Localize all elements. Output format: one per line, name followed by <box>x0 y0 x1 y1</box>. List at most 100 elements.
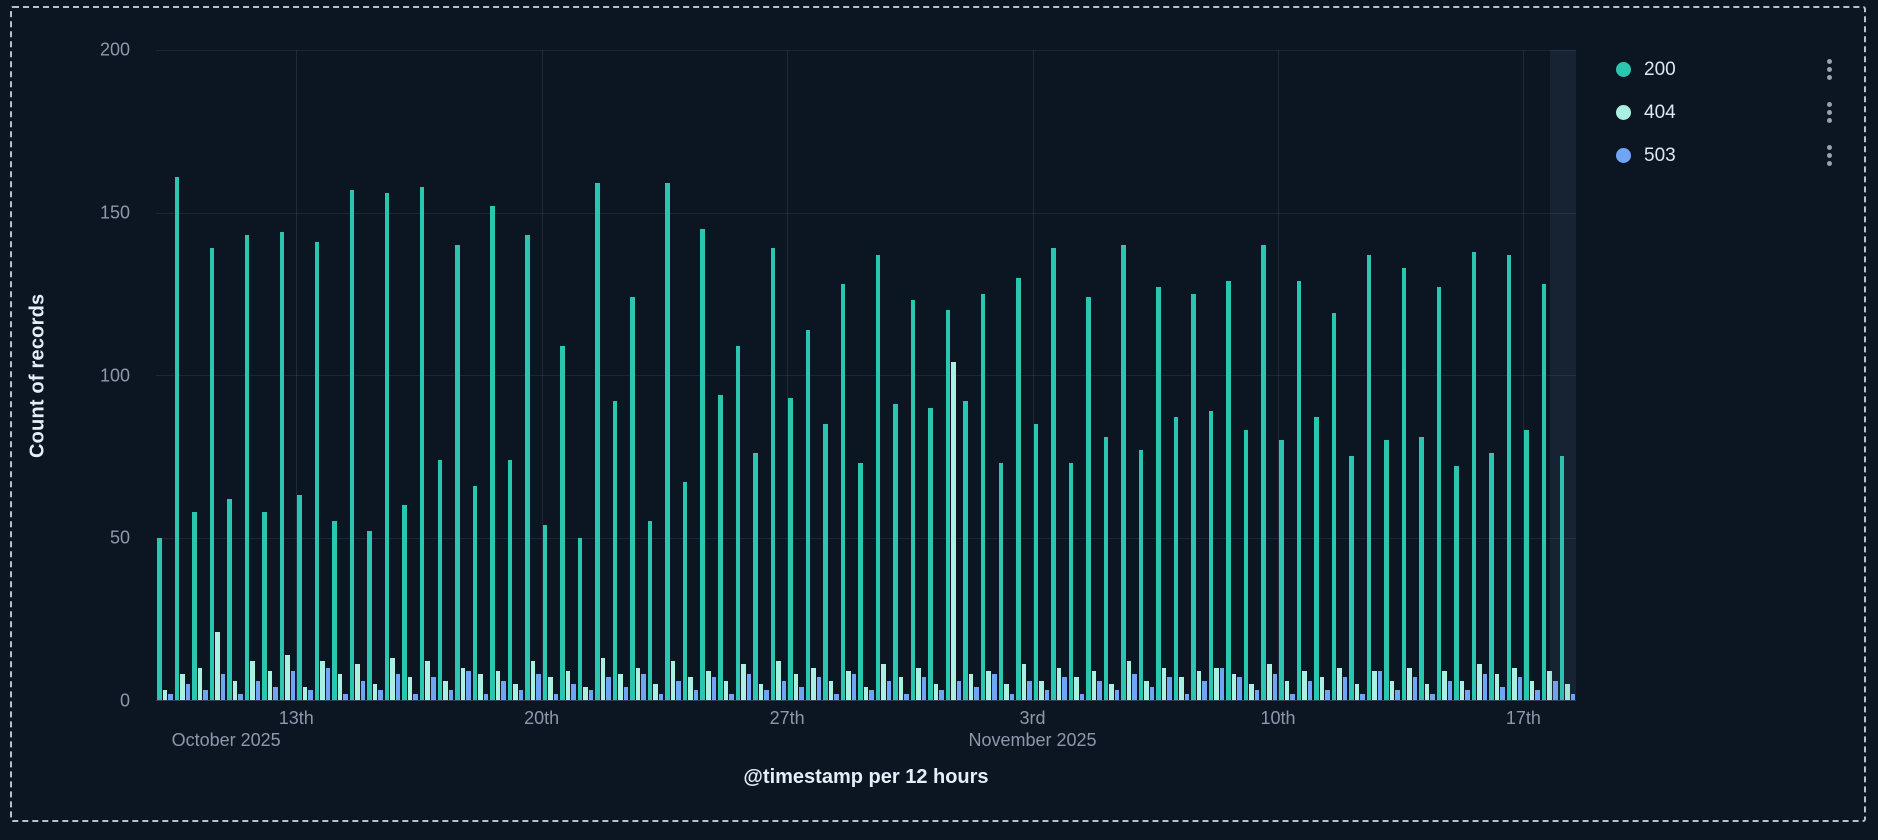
bar-200[interactable] <box>1524 430 1529 700</box>
bar-group[interactable] <box>1068 50 1086 700</box>
bar-group[interactable] <box>840 50 858 700</box>
bar-404[interactable] <box>1231 674 1237 700</box>
bar-200[interactable] <box>1243 430 1249 700</box>
bar-200[interactable] <box>1401 267 1407 700</box>
bar-200[interactable] <box>998 462 1004 700</box>
bar-group[interactable] <box>244 50 262 700</box>
bar-503[interactable] <box>606 677 611 700</box>
bar-group[interactable] <box>437 50 455 700</box>
bar-503[interactable] <box>255 680 261 700</box>
bar-group[interactable] <box>892 50 910 700</box>
bar-group[interactable] <box>629 50 647 700</box>
bar-group[interactable] <box>594 50 612 700</box>
bar-404[interactable] <box>1196 670 1202 700</box>
bar-group[interactable] <box>1208 50 1226 700</box>
bar-group[interactable] <box>1471 50 1489 700</box>
bar-group[interactable] <box>910 50 928 700</box>
bar-404[interactable] <box>741 664 746 700</box>
bar-404[interactable] <box>828 680 834 700</box>
bar-503[interactable] <box>1044 690 1050 700</box>
bar-503[interactable] <box>185 683 191 700</box>
bar-200[interactable] <box>1086 297 1091 700</box>
bar-group[interactable] <box>1436 50 1454 700</box>
bar-group[interactable] <box>419 50 437 700</box>
bar-404[interactable] <box>1266 664 1272 700</box>
bar-503[interactable] <box>553 693 559 700</box>
bar-404[interactable] <box>215 631 220 700</box>
bar-200[interactable] <box>647 521 653 700</box>
bar-group[interactable] <box>261 50 279 700</box>
bar-404[interactable] <box>1249 683 1254 700</box>
bar-404[interactable] <box>1424 683 1430 700</box>
bar-503[interactable] <box>974 687 979 700</box>
bar-group[interactable] <box>787 50 805 700</box>
bar-503[interactable] <box>1360 693 1365 700</box>
bar-404[interactable] <box>1091 670 1097 700</box>
bar-404[interactable] <box>776 661 781 700</box>
bar-group[interactable] <box>366 50 384 700</box>
bar-200[interactable] <box>472 485 478 700</box>
bar-404[interactable] <box>530 661 536 700</box>
bar-404[interactable] <box>1144 680 1149 700</box>
bar-group[interactable] <box>682 50 700 700</box>
bar-group[interactable] <box>401 50 419 700</box>
bar-200[interactable] <box>1226 280 1231 700</box>
bar-group[interactable] <box>857 50 875 700</box>
bar-group[interactable] <box>1453 50 1471 700</box>
bar-200[interactable] <box>665 183 670 700</box>
bar-200[interactable] <box>1068 462 1074 700</box>
bar-200[interactable] <box>349 189 355 700</box>
bar-404[interactable] <box>881 664 886 700</box>
bar-404[interactable] <box>565 670 571 700</box>
bar-200[interactable] <box>1314 417 1319 700</box>
bar-404[interactable] <box>1512 667 1517 700</box>
bar-200[interactable] <box>1156 287 1161 700</box>
bar-503[interactable] <box>781 680 787 700</box>
bar-group[interactable] <box>1506 50 1524 700</box>
bar-503[interactable] <box>816 677 822 700</box>
bar-503[interactable] <box>448 690 454 700</box>
bar-503[interactable] <box>1272 674 1278 700</box>
bar-404[interactable] <box>1056 667 1062 700</box>
bar-group[interactable] <box>1366 50 1384 700</box>
bar-group[interactable] <box>664 50 682 700</box>
bar-503[interactable] <box>658 693 664 700</box>
bar-group[interactable] <box>699 50 717 700</box>
bar-200[interactable] <box>823 423 828 700</box>
bar-404[interactable] <box>320 661 325 700</box>
bar-404[interactable] <box>933 683 939 700</box>
bar-200[interactable] <box>1279 440 1284 700</box>
bar-200[interactable] <box>1454 466 1459 700</box>
bar-group[interactable] <box>524 50 542 700</box>
bar-group[interactable] <box>1313 50 1331 700</box>
bar-200[interactable] <box>279 232 285 700</box>
bar-503[interactable] <box>325 667 331 700</box>
bar-503[interactable] <box>1149 687 1155 700</box>
bar-group[interactable] <box>384 50 402 700</box>
bar-503[interactable] <box>1500 687 1505 700</box>
bar-404[interactable] <box>1529 680 1535 700</box>
bar-503[interactable] <box>904 693 909 700</box>
bar-200[interactable] <box>1506 254 1512 700</box>
bar-503[interactable] <box>693 690 699 700</box>
bar-group[interactable] <box>331 50 349 700</box>
bar-404[interactable] <box>705 670 711 700</box>
bar-200[interactable] <box>1331 313 1337 700</box>
bar-group[interactable] <box>875 50 893 700</box>
bar-404[interactable] <box>267 670 273 700</box>
bar-group[interactable] <box>1401 50 1419 700</box>
bar-200[interactable] <box>945 310 951 700</box>
bar-404[interactable] <box>1389 680 1395 700</box>
bar-404[interactable] <box>1302 670 1307 700</box>
bar-503[interactable] <box>869 690 874 700</box>
bar-404[interactable] <box>180 674 185 700</box>
bar-200[interactable] <box>297 495 302 700</box>
bar-200[interactable] <box>893 404 898 700</box>
bar-503[interactable] <box>588 690 594 700</box>
bar-503[interactable] <box>1202 680 1207 700</box>
bar-503[interactable] <box>1465 690 1470 700</box>
bar-200[interactable] <box>384 193 390 700</box>
bar-200[interactable] <box>1051 248 1056 700</box>
bar-503[interactable] <box>676 680 681 700</box>
bar-group[interactable] <box>577 50 595 700</box>
